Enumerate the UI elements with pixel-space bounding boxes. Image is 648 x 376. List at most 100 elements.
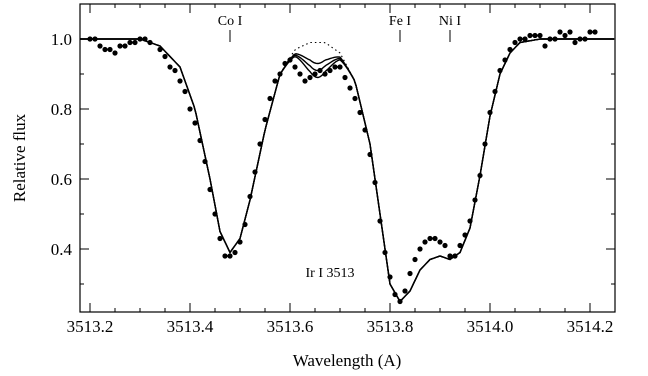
observed-point: [107, 46, 113, 53]
observed-point: [212, 211, 218, 217]
observed-point: [387, 274, 393, 280]
y-tick-label-0: 0.4: [51, 240, 73, 259]
observed-point: [367, 151, 373, 158]
observed-point: [427, 235, 433, 242]
observed-point: [197, 137, 203, 144]
observed-point: [532, 32, 538, 39]
observed-point: [267, 95, 273, 102]
observed-point: [582, 36, 588, 42]
x-tick-label-3: 3513.8: [367, 317, 414, 336]
observed-point: [392, 291, 398, 298]
observed-point: [252, 169, 258, 175]
observed-point: [522, 36, 528, 42]
observed-point: [177, 78, 183, 84]
observed-point: [242, 221, 248, 228]
observed-point: [87, 36, 93, 42]
observed-point: [202, 158, 208, 165]
observed-point: [142, 36, 148, 42]
observed-point: [132, 39, 138, 46]
observed-points-layer: [87, 29, 598, 305]
observed-point: [97, 43, 103, 49]
observed-point: [272, 78, 278, 84]
observed-point: [167, 64, 173, 70]
line-marker-label-1: Fe I: [389, 14, 412, 29]
observed-point: [547, 36, 553, 42]
observed-point: [237, 239, 243, 245]
observed-point: [492, 88, 498, 95]
observed-point: [482, 141, 488, 147]
observed-point: [192, 120, 198, 126]
observed-point: [452, 253, 458, 259]
observed-point: [432, 235, 438, 242]
observed-point: [407, 270, 413, 277]
line-marker-label-2: Ni I: [439, 14, 462, 29]
observed-point: [412, 256, 418, 263]
observed-point: [327, 67, 333, 74]
observed-point: [147, 39, 153, 46]
x-tick-label-4: 3514.0: [467, 317, 514, 336]
observed-point: [217, 235, 223, 242]
observed-point: [472, 197, 478, 203]
observed-point: [542, 43, 548, 49]
observed-point: [282, 60, 288, 67]
observed-point: [227, 253, 233, 259]
observed-point: [467, 218, 473, 224]
observed-point: [527, 32, 533, 39]
observed-point: [247, 193, 253, 200]
x-tick-label-2: 3513.6: [267, 317, 314, 336]
observed-point: [592, 29, 598, 35]
observed-point: [457, 242, 463, 249]
observed-point: [342, 74, 348, 81]
y-tick-label-2: 0.8: [51, 100, 72, 119]
plot-frame: [79, 3, 616, 313]
observed-point: [122, 43, 128, 49]
observed-point: [572, 39, 578, 46]
y-axis-title: Relative flux: [10, 113, 29, 202]
observed-point: [382, 249, 388, 256]
observed-point: [222, 253, 228, 259]
observed-point: [507, 46, 513, 53]
observed-point: [207, 186, 213, 193]
observed-point: [352, 95, 358, 102]
x-axis-title: Wavelength (A): [293, 351, 402, 370]
y-tick-label-1: 0.6: [51, 170, 72, 189]
observed-point: [442, 242, 448, 249]
observed-point: [162, 53, 168, 60]
observed-point: [257, 141, 263, 147]
observed-point: [287, 57, 293, 63]
observed-point: [447, 253, 453, 259]
observed-point: [292, 64, 298, 70]
model-no-ir-curve: [271, 41, 361, 105]
observed-point: [337, 64, 343, 70]
observed-point: [587, 29, 593, 35]
observed-point: [232, 249, 238, 256]
model-lines-layer: [80, 38, 614, 303]
observed-point: [502, 57, 508, 63]
observed-point: [557, 29, 563, 35]
observed-point: [307, 74, 313, 81]
ir-annotation: Ir I 3513: [306, 266, 355, 281]
observed-point: [417, 246, 423, 252]
observed-point: [297, 71, 303, 77]
observed-point: [112, 50, 118, 56]
observed-point: [92, 36, 98, 42]
model-ir-curve-2: [80, 38, 614, 303]
observed-point: [302, 78, 308, 84]
observed-point: [517, 36, 523, 42]
observed-point: [102, 46, 108, 53]
observed-point: [277, 71, 283, 77]
observed-point: [262, 116, 268, 123]
observed-point: [332, 64, 338, 70]
x-tick-label-5: 3514.2: [567, 317, 614, 336]
observed-point: [117, 43, 123, 49]
observed-point: [537, 32, 543, 39]
observed-point: [312, 71, 318, 77]
observed-point: [567, 29, 573, 35]
observed-point: [512, 39, 518, 46]
observed-point: [347, 85, 353, 91]
observed-point: [577, 36, 583, 42]
observed-point: [477, 172, 483, 179]
observed-point: [402, 288, 408, 294]
x-tick-label-0: 3513.2: [67, 317, 114, 336]
